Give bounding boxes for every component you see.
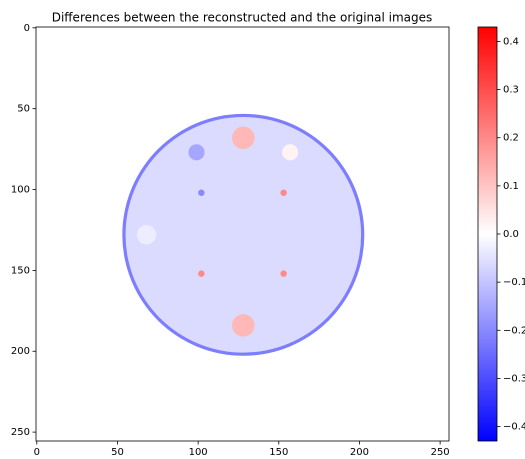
x-tick-label: 200 [350,447,369,458]
x-tick-label: 150 [269,447,288,458]
image-region [198,189,205,196]
colorbar-tick-label: 0.1 [503,181,519,192]
x-tick-label: 50 [111,447,124,458]
colorbar-tick-label: −0.2 [503,325,525,336]
y-tick-label: 50 [17,104,30,115]
y-tick-label: 0 [24,23,30,34]
image-region [282,144,299,161]
colorbar-tick-label: 0.0 [503,229,519,240]
image-region [125,117,362,353]
image-region [136,225,157,245]
image-region [280,189,287,196]
x-tick-label: 100 [189,447,208,458]
x-tick-label: 0 [34,447,40,458]
colorbar-tick-label: −0.4 [503,422,525,433]
image-region [188,144,205,161]
colorbar-tick-label: −0.1 [503,277,525,288]
image-region [280,270,287,277]
image [36,27,449,441]
y-tick-label: 200 [11,346,30,357]
plot-frame [35,26,450,442]
x-tick-label: 250 [431,447,450,458]
colorbar-tick-label: 0.2 [503,133,519,144]
colorbar-tick-label: −0.3 [503,373,525,384]
y-tick-label: 150 [11,265,30,276]
colorbar-tick-label: 0.4 [503,36,519,47]
colorbar-tick-label: 0.3 [503,85,519,96]
colorbar [477,26,498,442]
chart-title: Differences between the reconstructed an… [52,11,433,25]
y-tick-label: 100 [11,185,30,196]
image-region [198,270,205,277]
y-tick-label: 250 [11,427,30,438]
image-region [232,126,255,150]
image-region [232,314,255,337]
